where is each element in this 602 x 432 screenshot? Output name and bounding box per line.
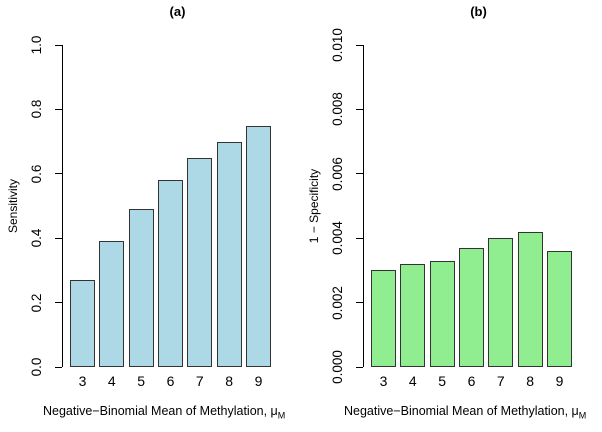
x-axis-category-label: 5 (137, 373, 146, 389)
y-axis-tick-label: 0.2 (29, 293, 44, 312)
y-axis-tick-label: 0.6 (29, 164, 44, 184)
panel-a-y-axis-line (62, 45, 63, 367)
x-axis-category-label: 7 (496, 373, 505, 389)
bar-mu8 (517, 231, 543, 367)
panel-b-y-axis-line (363, 45, 364, 367)
y-axis-tick (55, 173, 62, 175)
y-axis-tick-label: 0.004 (330, 221, 345, 256)
panel-b-x-axis-label-subscript: M (578, 410, 587, 421)
bar-mu5 (429, 260, 455, 367)
panel-b-y-axis-label: 1 − Specificity (307, 168, 321, 244)
panel-b-x-axis-label: Negative−Binomial Mean of Methylation, μ… (344, 404, 586, 421)
panel-a-x-axis-label: Negative−Binomial Mean of Methylation, μ… (43, 404, 285, 421)
panel-a: (a) Sensitivity 0.0 0.2 0.4 0.6 0.8 1.0 3 4 5 6 7 8… (6, 4, 292, 421)
y-axis-tick-label: 0.006 (330, 156, 345, 191)
bar-mu6 (157, 180, 183, 367)
panel-b-title: (b) (470, 4, 487, 19)
bar-mu9 (245, 125, 271, 367)
y-axis-tick-label: 0.000 (330, 350, 345, 384)
bar-mu7 (187, 157, 213, 367)
bar-mu4 (400, 263, 426, 367)
y-axis-tick-label: 0.002 (330, 285, 345, 320)
panel-a-x-axis-label-text: Negative−Binomial Mean of Methylation, μ (43, 404, 278, 418)
bar-mu8 (216, 141, 242, 367)
bar-mu7 (488, 238, 514, 367)
bar-mu5 (128, 209, 154, 367)
y-axis-tick (356, 173, 363, 175)
x-axis-category-label: 9 (555, 373, 564, 389)
x-axis-category-label: 6 (166, 373, 175, 389)
y-axis-tick-label: 0.008 (330, 92, 345, 127)
y-axis-tick (55, 108, 62, 110)
y-axis-tick-label: 0.8 (29, 100, 44, 119)
y-axis-tick (356, 108, 363, 110)
y-axis-tick (55, 366, 62, 368)
y-axis-tick-label: 0.010 (330, 28, 345, 62)
panel-b: (b) 1 − Specificity 0.000 0.002 0.004 0.006… (301, 0, 602, 432)
panel-b-plot-area: 0.000 0.002 0.004 0.006 0.008 0.010 3 4 5 6 7 8 9 (330, 28, 593, 389)
panel-a-title: (a) (169, 4, 186, 19)
x-axis-category-label: 6 (467, 373, 476, 389)
panel-a-plot-area: 0.0 0.2 0.4 0.6 0.8 1.0 3 4 5 6 7 8 9 (29, 36, 292, 389)
y-axis-tick-label: 0.0 (29, 357, 44, 377)
bar-mu3 (70, 280, 95, 367)
bar-mu6 (458, 247, 484, 367)
y-axis-tick-label: 1.0 (29, 35, 44, 55)
y-axis-tick (356, 366, 363, 368)
y-axis-tick (356, 302, 363, 304)
y-axis-tick-label: 0.4 (29, 228, 44, 248)
panel-a-x-axis-label-subscript: M (277, 410, 286, 421)
bar-mu3 (371, 270, 396, 367)
y-axis-tick (356, 44, 363, 46)
y-axis-tick (55, 44, 62, 46)
bar-mu9 (546, 251, 572, 367)
x-axis-category-label: 8 (225, 373, 234, 389)
y-axis-tick (55, 302, 62, 304)
panel-b-x-axis-label-text: Negative−Binomial Mean of Methylation, μ (344, 404, 579, 418)
x-axis-category-label: 4 (107, 373, 116, 389)
x-axis-category-label: 5 (438, 373, 447, 389)
x-axis-category-label: 8 (526, 373, 535, 389)
bar-mu4 (99, 241, 125, 367)
panel-a-y-axis-label: Sensitivity (6, 178, 20, 234)
x-axis-category-label: 3 (379, 373, 388, 389)
y-axis-tick (55, 237, 62, 239)
y-axis-tick (356, 237, 363, 239)
x-axis-category-label: 7 (195, 373, 204, 389)
x-axis-category-label: 4 (408, 373, 417, 389)
x-axis-category-label: 9 (254, 373, 263, 389)
x-axis-category-label: 3 (78, 373, 87, 389)
